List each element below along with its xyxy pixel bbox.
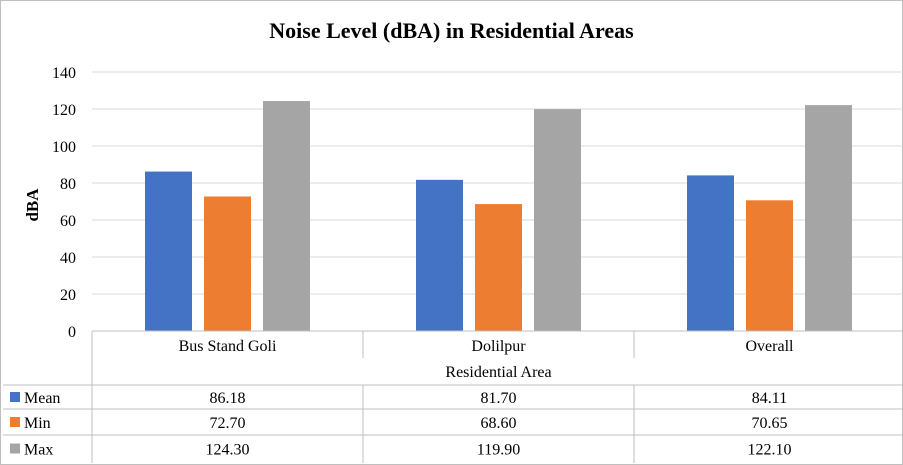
chart-title: Noise Level (dBA) in Residential Areas	[269, 18, 634, 43]
table-cell-mean: 81.70	[481, 390, 517, 407]
bar-min-overall	[746, 200, 793, 331]
bar-max-bus-stand-goli	[263, 101, 310, 331]
table-cell-min: 72.70	[210, 415, 246, 432]
x-tick-label: Overall	[746, 338, 795, 355]
legend-key-min	[10, 417, 20, 427]
y-tick-label: 40	[60, 250, 76, 267]
bar-min-bus-stand-goli	[204, 196, 251, 331]
y-axis-label: dBA	[23, 188, 42, 222]
bar-max-overall	[805, 105, 852, 332]
y-tick-label: 120	[52, 102, 76, 119]
table-cell-mean: 84.11	[752, 390, 787, 407]
y-tick-label: 20	[60, 287, 76, 304]
y-tick-label: 0	[68, 324, 76, 341]
table-cell-min: 68.60	[481, 415, 517, 432]
bar-max-dolilpur	[534, 109, 581, 331]
legend-key-max	[10, 443, 20, 454]
legend-label-mean: Mean	[24, 390, 60, 407]
bar-mean-dolilpur	[416, 179, 463, 331]
y-tick-label: 60	[60, 213, 76, 230]
table-cell-min: 70.65	[752, 415, 788, 432]
y-tick-label: 100	[52, 139, 76, 156]
legend-key-mean	[10, 392, 20, 402]
data-table: Bus Stand Goli Dolilpur Overall Residential…	[3, 330, 903, 463]
table-cell-max: 124.30	[206, 442, 250, 459]
x-tick-label: Bus Stand Goli	[179, 338, 277, 355]
y-tick-label: 140	[52, 65, 76, 82]
y-tick-label: 80	[60, 176, 76, 193]
table-cell-mean: 86.18	[210, 390, 246, 407]
x-axis-label: Residential Area	[445, 364, 551, 381]
legend-label-max: Max	[24, 442, 53, 459]
table-cell-max: 122.10	[748, 442, 792, 459]
bars	[145, 101, 852, 332]
bar-mean-bus-stand-goli	[145, 171, 192, 331]
bar-mean-overall	[687, 175, 734, 331]
table-cell-max: 119.90	[477, 442, 520, 459]
x-tick-label: Dolilpur	[471, 338, 526, 355]
bar-min-dolilpur	[475, 204, 522, 331]
y-tick-labels: 0 20 40 60 80 100 120 140	[52, 65, 76, 341]
legend-label-min: Min	[24, 415, 51, 432]
